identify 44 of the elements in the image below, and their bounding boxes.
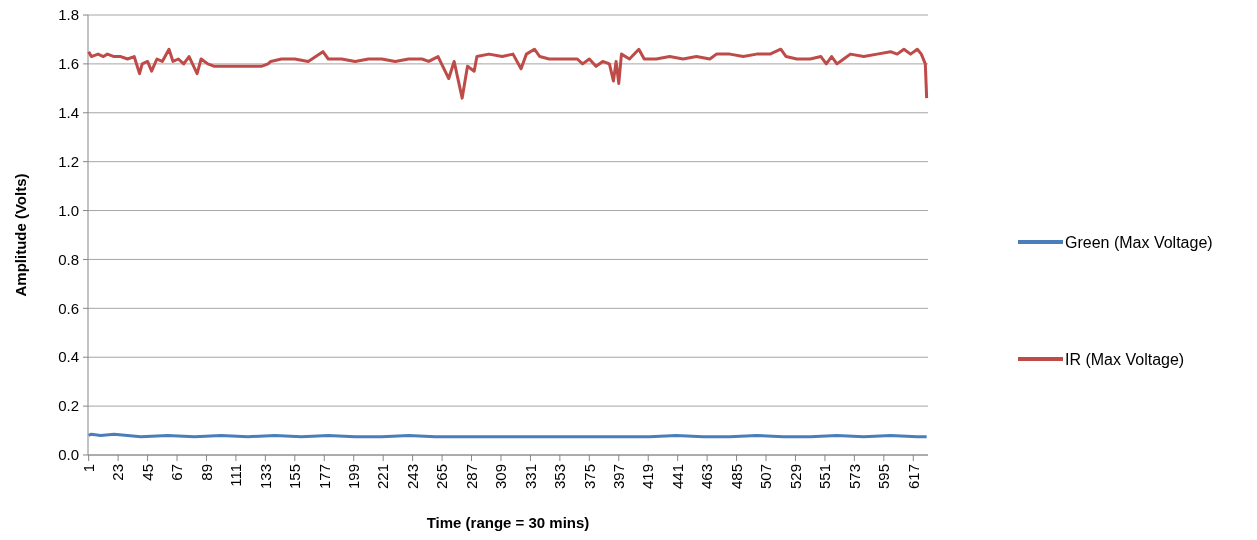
y-tick-label: 1.8	[58, 6, 79, 24]
x-tick-label: 89	[197, 464, 215, 481]
x-tick-label: 463	[698, 464, 716, 490]
x-tick-label: 287	[462, 464, 480, 490]
x-tick-label: 265	[433, 464, 451, 490]
x-tick-label: 331	[521, 464, 539, 490]
y-tick-label: 0.0	[58, 446, 79, 464]
x-axis-title: Time (range = 30 mins)	[426, 514, 590, 531]
y-tick-label: 0.6	[58, 299, 79, 317]
x-tick-label: 507	[757, 464, 775, 490]
x-tick-label: 221	[374, 464, 392, 490]
x-tick-label: 551	[816, 464, 834, 490]
y-tick-label: 1.6	[58, 55, 79, 73]
x-tick-label: 1	[79, 464, 97, 473]
y-tick-label: 0.2	[58, 397, 79, 415]
x-tick-label: 177	[315, 464, 333, 490]
x-tick-label: 67	[168, 464, 186, 481]
y-tick-label: 1.4	[58, 104, 79, 122]
x-tick-label: 133	[256, 464, 274, 490]
x-tick-label: 199	[344, 464, 362, 490]
x-tick-label: 397	[610, 464, 628, 490]
x-tick-label: 485	[727, 464, 745, 490]
x-tick-label: 595	[875, 464, 893, 490]
x-tick-label: 45	[138, 464, 156, 481]
legend-label: Green (Max Voltage)	[1065, 233, 1213, 251]
x-tick-label: 111	[227, 464, 245, 487]
x-tick-label: 573	[845, 464, 863, 490]
y-tick-label: 1.2	[58, 152, 79, 170]
x-tick-label: 375	[580, 464, 598, 490]
x-tick-label: 309	[492, 464, 510, 490]
y-axis-title: Amplitude (Volts)	[12, 173, 29, 297]
x-tick-label: 155	[286, 464, 304, 490]
x-tick-label: 441	[668, 464, 686, 490]
x-tick-label: 353	[551, 464, 569, 490]
x-tick-label: 23	[109, 464, 127, 481]
x-tick-label: 529	[786, 464, 804, 490]
line-series	[87, 47, 929, 100]
legend-label: IR (Max Voltage)	[1065, 350, 1185, 368]
y-tick-label: 0.4	[58, 348, 79, 366]
x-tick-label: 243	[403, 464, 421, 490]
x-tick-label: 617	[904, 464, 922, 490]
y-tick-label: 1.0	[58, 201, 79, 219]
y-tick-label: 0.8	[58, 250, 79, 268]
x-tick-label: 419	[639, 464, 657, 490]
